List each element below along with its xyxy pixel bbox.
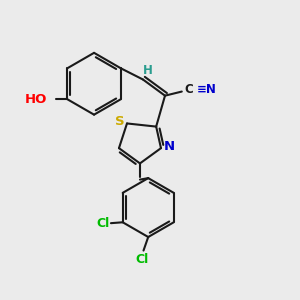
Text: C: C (185, 83, 194, 96)
Text: H: H (143, 64, 153, 77)
Text: HO: HO (25, 93, 47, 106)
Text: N: N (164, 140, 175, 153)
Text: Cl: Cl (96, 217, 109, 230)
Text: ≡N: ≡N (197, 83, 217, 96)
Text: S: S (115, 115, 124, 128)
Text: Cl: Cl (135, 253, 148, 266)
